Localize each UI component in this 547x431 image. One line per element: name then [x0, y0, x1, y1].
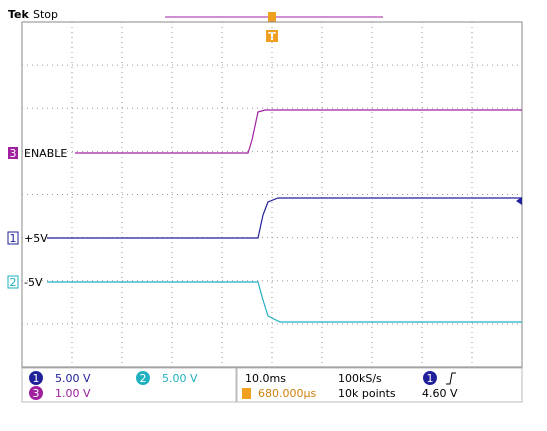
status-panel: 1 5.00 V 2 5.00 V 3 1.00 V 10.0ms 100kS/…: [21, 367, 523, 403]
sample-rate: 100kS/s: [338, 372, 382, 385]
trigger-marker-box: [266, 30, 278, 42]
ch3-badge: [29, 386, 43, 400]
ch1-scale: 5.00 V: [55, 372, 91, 385]
ch3-marker: [8, 147, 18, 159]
ch1-label: +5V: [24, 232, 48, 245]
ch2-label: -5V: [24, 276, 43, 289]
trigger-level-arrow: [516, 197, 522, 205]
trigger-level: 4.60 V: [422, 387, 458, 400]
trigger-source-badge: [423, 371, 437, 385]
ch3-number: 3: [10, 147, 17, 160]
graticule: [21, 21, 523, 368]
ch2-number: 2: [10, 276, 17, 289]
ch1-badge: [29, 371, 43, 385]
trigger-marker: T: [268, 30, 276, 43]
ch2-waveform: [47, 281, 522, 323]
timebase: 10.0ms: [245, 372, 286, 385]
ch3-waveform: [75, 109, 522, 154]
ch3-scale: 1.00 V: [55, 387, 91, 400]
timebase-panel: [236, 367, 523, 403]
ch2-scale: 5.00 V: [162, 372, 198, 385]
ch2-marker: [7, 275, 19, 289]
trigger-offset-icon: [242, 388, 251, 399]
record-length: 10k points: [338, 387, 396, 400]
ch3-label: ENABLE: [24, 147, 67, 160]
channel-panel: [21, 367, 237, 403]
ch1-number: 1: [10, 232, 17, 245]
brand: Tek: [8, 8, 30, 21]
ch3-badge-number: 3: [33, 387, 40, 400]
trigger-slope-icon: [446, 372, 456, 385]
ch2-badge-number: 2: [140, 372, 147, 385]
ch1-marker: [7, 231, 19, 245]
trigger-position: 680.000µs: [258, 387, 316, 400]
trigger-source: 1: [427, 372, 434, 385]
ch2-badge: [136, 371, 150, 385]
ch1-waveform: [47, 197, 522, 239]
trigger-position-marker: [268, 12, 276, 22]
ch1-badge-number: 1: [33, 372, 40, 385]
status: Stop: [33, 8, 58, 21]
